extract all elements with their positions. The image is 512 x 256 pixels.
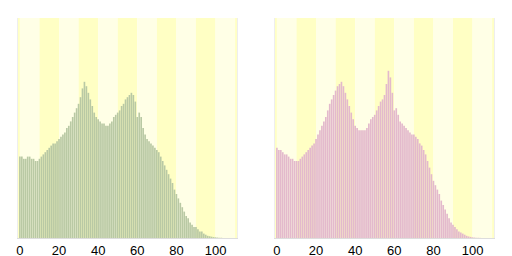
- svg-text:80: 80: [426, 243, 440, 256]
- svg-text:0: 0: [273, 243, 280, 256]
- svg-text:20: 20: [52, 243, 66, 256]
- svg-text:40: 40: [91, 243, 105, 256]
- svg-text:80: 80: [169, 243, 183, 256]
- svg-text:0: 0: [16, 243, 23, 256]
- svg-text:40: 40: [348, 243, 362, 256]
- svg-text:20: 20: [309, 243, 323, 256]
- svg-text:60: 60: [387, 243, 401, 256]
- svg-text:60: 60: [130, 243, 144, 256]
- svg-text:100: 100: [205, 243, 227, 256]
- svg-text:100: 100: [462, 243, 484, 256]
